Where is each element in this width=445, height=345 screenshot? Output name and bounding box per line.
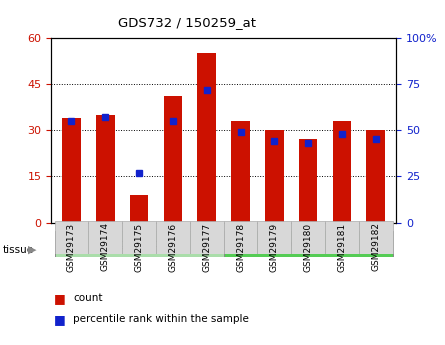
Bar <box>257 221 291 254</box>
Text: Malpighian tubule: Malpighian tubule <box>89 239 189 249</box>
Text: ▶: ▶ <box>28 245 37 255</box>
Bar <box>224 221 257 254</box>
Bar <box>224 231 392 257</box>
Text: GSM29179: GSM29179 <box>270 223 279 272</box>
Bar <box>122 221 156 254</box>
Bar <box>325 221 359 254</box>
Text: GSM29175: GSM29175 <box>134 223 144 272</box>
Bar <box>62 118 81 223</box>
Bar <box>333 121 351 223</box>
Text: GSM29180: GSM29180 <box>303 223 313 272</box>
Text: whole organism: whole organism <box>264 239 352 249</box>
Text: GSM29181: GSM29181 <box>337 223 347 272</box>
Bar <box>55 231 224 257</box>
Text: percentile rank within the sample: percentile rank within the sample <box>73 314 249 324</box>
Text: GSM29177: GSM29177 <box>202 223 211 272</box>
Text: GDS732 / 150259_at: GDS732 / 150259_at <box>118 16 256 29</box>
Text: GSM29178: GSM29178 <box>236 223 245 272</box>
Text: tissue: tissue <box>2 245 33 255</box>
Bar <box>291 221 325 254</box>
Text: GSM29174: GSM29174 <box>101 223 110 272</box>
Text: GSM29176: GSM29176 <box>168 223 178 272</box>
Bar <box>265 130 283 223</box>
Bar <box>96 115 114 223</box>
Bar <box>130 195 148 223</box>
Bar <box>156 221 190 254</box>
Text: GSM29173: GSM29173 <box>67 223 76 272</box>
Bar <box>190 221 224 254</box>
Bar <box>231 121 250 223</box>
Bar <box>367 130 385 223</box>
Bar <box>164 96 182 223</box>
Bar <box>55 221 89 254</box>
Bar <box>89 221 122 254</box>
Text: ■: ■ <box>53 313 65 326</box>
Text: ■: ■ <box>53 292 65 305</box>
Text: GSM29182: GSM29182 <box>371 223 380 272</box>
Bar <box>359 221 392 254</box>
Bar <box>198 53 216 223</box>
Bar <box>299 139 317 223</box>
Text: count: count <box>73 294 103 303</box>
